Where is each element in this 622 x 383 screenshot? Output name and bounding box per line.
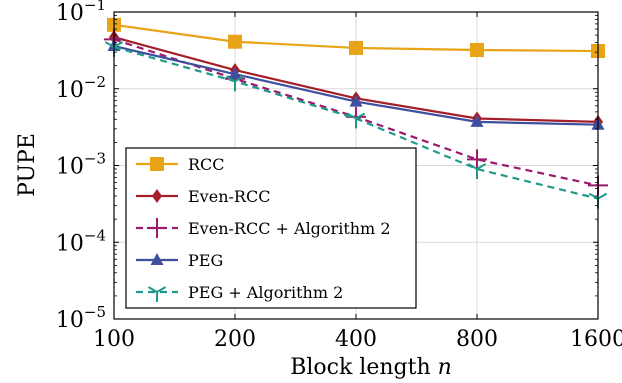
tri-star-marker — [467, 163, 487, 180]
x-axis-title-text: Block length — [290, 355, 430, 380]
x-axis-title: Block length n — [290, 355, 452, 380]
axis-ticks: 100 200 400 800 1600 10−1 10−2 10−3 10−4 10−5 — [56, 0, 622, 352]
square-marker — [228, 34, 242, 49]
legend: RCC Even-RCC Even-RCC + Algorithm 2 PEG PEG … — [125, 147, 417, 309]
legend-entry-2: Even-RCC — [136, 187, 270, 206]
tri-star-arm — [355, 112, 366, 120]
diamond-marker — [152, 189, 162, 203]
tri-star-arm — [476, 163, 487, 170]
tri-star-arm — [225, 75, 236, 83]
tri-star-arm — [156, 286, 167, 293]
y-axis-title: PUPE — [15, 133, 40, 197]
legend-label: Even-RCC + Algorithm 2 — [188, 219, 391, 238]
y-tick-label: 10−2 — [56, 73, 106, 103]
tri-star-arm — [147, 286, 158, 293]
x-tick-label: 800 — [456, 327, 498, 352]
square-marker — [150, 157, 164, 171]
triangle-marker — [150, 253, 164, 265]
legend-label: PEG — [188, 251, 223, 270]
x-tick-label: 100 — [93, 327, 135, 352]
tri-star-marker — [346, 112, 366, 129]
legend-entry-1: RCC — [136, 155, 225, 174]
y-tick-label: 10−5 — [56, 303, 106, 333]
triangle-marker — [470, 114, 484, 127]
legend-label: PEG + Algorithm 2 — [188, 283, 343, 302]
tri-star-arm — [113, 41, 124, 48]
legend-entry-4: PEG — [136, 251, 223, 270]
x-tick-label: 1600 — [570, 327, 622, 352]
legend-label: RCC — [188, 155, 225, 174]
x-tick-label: 400 — [335, 327, 377, 352]
tri-star-marker — [147, 286, 167, 302]
legend-entry-5: PEG + Algorithm 2 — [136, 283, 343, 302]
tri-star-arm — [346, 112, 357, 120]
triangle-marker — [228, 67, 242, 80]
series-5 — [104, 41, 608, 209]
tri-star-marker — [225, 75, 245, 92]
y-tick-label: 10−1 — [56, 0, 106, 26]
triangle-marker — [349, 94, 363, 107]
tri-star-arm — [467, 163, 478, 170]
x-axis-variable: n — [438, 355, 452, 380]
tri-star-arm — [597, 192, 608, 200]
tri-star-arm — [588, 192, 599, 200]
square-marker — [470, 42, 484, 57]
legend-label: Even-RCC — [188, 187, 270, 206]
plus-marker — [147, 218, 167, 238]
tri-star-arm — [104, 41, 115, 48]
plus-marker — [467, 149, 487, 170]
x-tick-label: 200 — [214, 327, 256, 352]
y-tick-label: 10−3 — [56, 150, 106, 180]
y-tick-label: 10−4 — [56, 226, 106, 256]
legend-entry-3: Even-RCC + Algorithm 2 — [136, 218, 391, 238]
tri-star-arm — [234, 75, 245, 83]
square-marker — [349, 40, 363, 55]
